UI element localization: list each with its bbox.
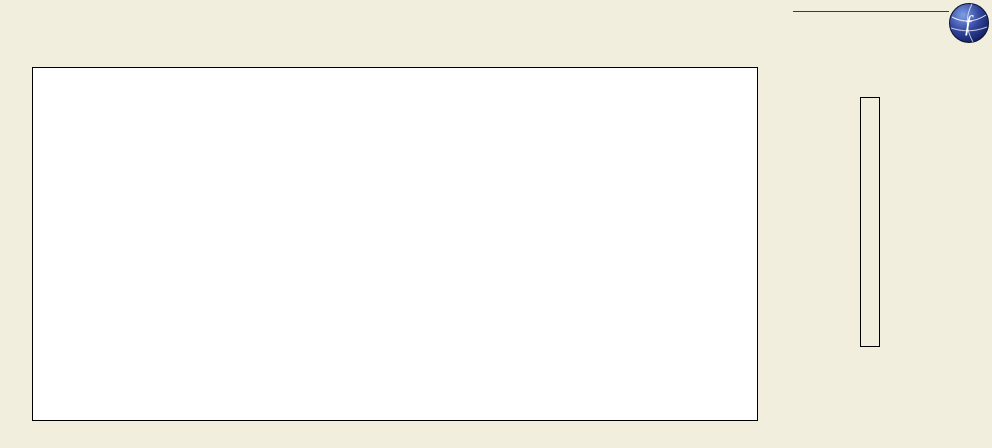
brand-block: [793, 8, 949, 16]
colorbar: [860, 97, 880, 347]
remss-globe-logo[interactable]: f: [948, 2, 990, 44]
map-canvas: [33, 68, 757, 420]
svg-text:f: f: [965, 11, 974, 36]
map-plot-frame: [32, 67, 758, 421]
brand-rule: [793, 11, 949, 12]
